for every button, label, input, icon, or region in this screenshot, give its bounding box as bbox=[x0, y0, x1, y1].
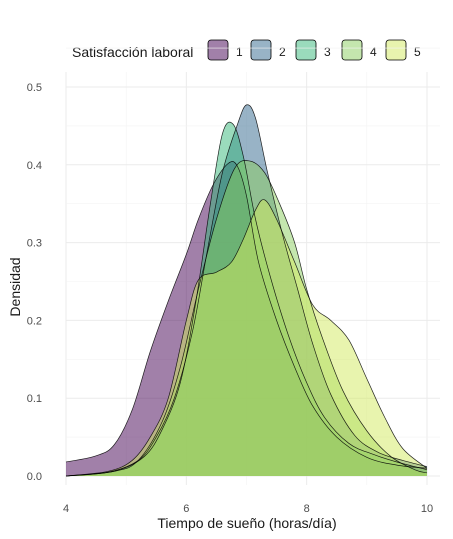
density-outline-5 bbox=[65, 199, 428, 477]
y-tick-label: 0.0 bbox=[27, 471, 42, 483]
x-tick-label: 4 bbox=[63, 503, 69, 515]
legend-key-5 bbox=[385, 39, 407, 61]
y-tick-labels: 0.0 0.1 0.2 0.3 0.4 0.5 bbox=[27, 82, 42, 483]
density-outline-1 bbox=[65, 161, 428, 469]
legend-item-3: 3 bbox=[295, 39, 331, 61]
legend-key-3 bbox=[295, 39, 317, 61]
x-axis-title: Tiempo de sueño (horas/día) bbox=[157, 515, 336, 531]
legend-label-2: 2 bbox=[279, 45, 286, 59]
x-tick-label: 6 bbox=[183, 503, 189, 515]
y-tick-label: 0.4 bbox=[27, 160, 42, 172]
density-outlines bbox=[65, 104, 428, 477]
density-outline-4 bbox=[65, 160, 428, 477]
density-area-5 bbox=[66, 199, 427, 476]
y-tick-label: 0.5 bbox=[27, 82, 42, 94]
x-tick-labels: 4 6 8 10 bbox=[63, 503, 433, 515]
legend-items: 1 2 3 4 5 bbox=[207, 39, 421, 61]
legend-key-4 bbox=[341, 39, 363, 61]
y-tick-label: 0.1 bbox=[27, 393, 42, 405]
legend-label-1: 1 bbox=[236, 45, 243, 59]
y-axis-title: Densidad bbox=[7, 257, 23, 316]
y-tick-label: 0.2 bbox=[27, 315, 42, 327]
y-tick-label: 0.3 bbox=[27, 238, 42, 250]
x-tick-label: 10 bbox=[421, 503, 433, 515]
legend-label-3: 3 bbox=[324, 45, 331, 59]
legend-item-2: 2 bbox=[250, 39, 286, 61]
density-outline-2 bbox=[65, 104, 428, 477]
density-outline-3 bbox=[65, 121, 428, 477]
legend-item-5: 5 bbox=[385, 39, 421, 61]
legend-label-5: 5 bbox=[414, 45, 421, 59]
legend-label-4: 4 bbox=[370, 45, 377, 59]
legend-key-1 bbox=[207, 39, 229, 61]
legend-key-2 bbox=[250, 39, 272, 61]
legend: Satisfacción laboral 1 2 3 4 5 bbox=[72, 39, 421, 61]
legend-item-4: 4 bbox=[341, 39, 377, 61]
x-tick-label: 8 bbox=[304, 503, 310, 515]
legend-item-1: 1 bbox=[207, 39, 243, 61]
legend-title: Satisfacción laboral bbox=[72, 44, 193, 60]
